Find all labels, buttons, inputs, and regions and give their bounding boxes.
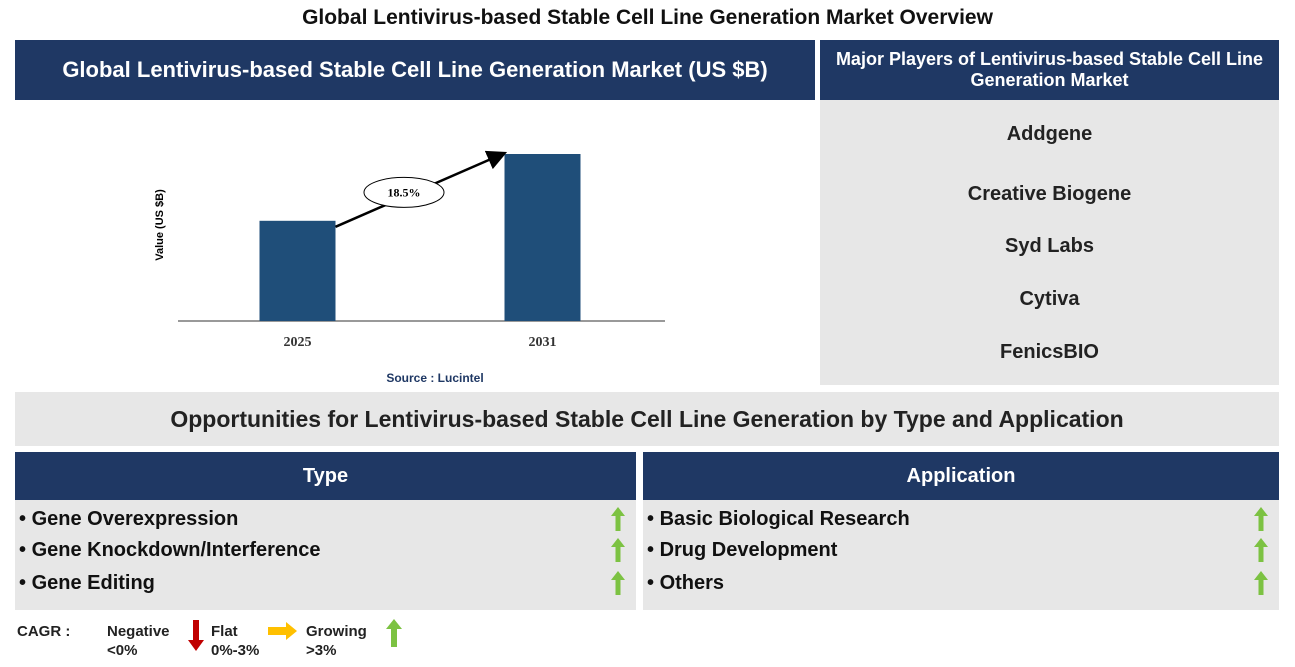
player: Addgene xyxy=(1006,123,1093,145)
bar xyxy=(259,220,336,321)
up-arrow xyxy=(386,619,402,647)
list-item: Drug Development xyxy=(647,539,838,562)
legend-text: Negative xyxy=(107,623,170,640)
opportunities-title: Opportunities for Lentivirus-based Stabl… xyxy=(15,392,1279,446)
y-axis-label: Value (US $B) xyxy=(154,189,166,261)
up-arrow xyxy=(611,507,625,531)
type-list: Gene Overexpression Gene Knockdown/Interf… xyxy=(15,500,636,610)
arrow-shape xyxy=(611,507,625,531)
legend-flat: Flat 0%-3% xyxy=(211,622,259,660)
application-header: Application xyxy=(643,452,1279,500)
up-arrow xyxy=(611,538,625,562)
players-header: Major Players of Lentivirus-based Stable… xyxy=(820,40,1279,100)
x-tick-label: 2031 xyxy=(529,335,557,350)
page-title: Global Lentivirus-based Stable Cell Line… xyxy=(302,6,993,29)
source: Source : Lucintel xyxy=(386,371,483,385)
legend-text: >3% xyxy=(306,642,337,659)
player: Syd Labs xyxy=(1005,235,1094,257)
legend-negative: Negative <0% xyxy=(107,622,170,660)
arrow-shape xyxy=(1254,571,1268,595)
arrow-shape xyxy=(1254,538,1268,562)
player: FenicsBIO xyxy=(1000,341,1099,363)
player: Cytiva xyxy=(1019,288,1080,310)
type-header: Type xyxy=(15,452,636,500)
up-arrow xyxy=(1254,571,1268,595)
up-arrow xyxy=(1254,538,1268,562)
application-list: Basic Biological Research Drug Developmen… xyxy=(643,500,1279,610)
players-panel: Addgene Creative Biogene Syd Labs Cytiva Fen… xyxy=(820,100,1279,385)
list-item: Others xyxy=(647,572,724,595)
legend-text: Flat xyxy=(211,623,238,640)
chart-header: Global Lentivirus-based Stable Cell Line… xyxy=(15,40,815,100)
x-tick-label: 2025 xyxy=(284,335,312,350)
legend-text: Growing xyxy=(306,623,367,640)
arrow-shape xyxy=(611,538,625,562)
cagr-bubble xyxy=(363,176,445,208)
player: Creative Biogene xyxy=(967,183,1132,205)
list-item: Gene Editing xyxy=(19,572,155,595)
list-item: Gene Overexpression xyxy=(19,508,239,531)
list-item: Gene Knockdown/Interference xyxy=(19,539,321,562)
up-arrow xyxy=(1254,507,1268,531)
legend-label: CAGR : xyxy=(17,623,71,640)
flat-arrow xyxy=(268,622,297,640)
chart: Value (US $B) Source : Lucintel 2025 2031… xyxy=(154,150,665,385)
down-arrow xyxy=(188,620,204,651)
cagr-label: 18.5% xyxy=(388,185,421,199)
arrow-shape xyxy=(611,571,625,595)
legend-text: 0%-3% xyxy=(211,642,260,659)
list-item: Basic Biological Research xyxy=(647,508,910,531)
bar xyxy=(504,154,581,321)
arrow-shape xyxy=(1254,507,1268,531)
legend-growing: Growing >3% xyxy=(306,622,367,660)
up-arrow xyxy=(611,571,625,595)
legend-text: <0% xyxy=(107,642,138,659)
